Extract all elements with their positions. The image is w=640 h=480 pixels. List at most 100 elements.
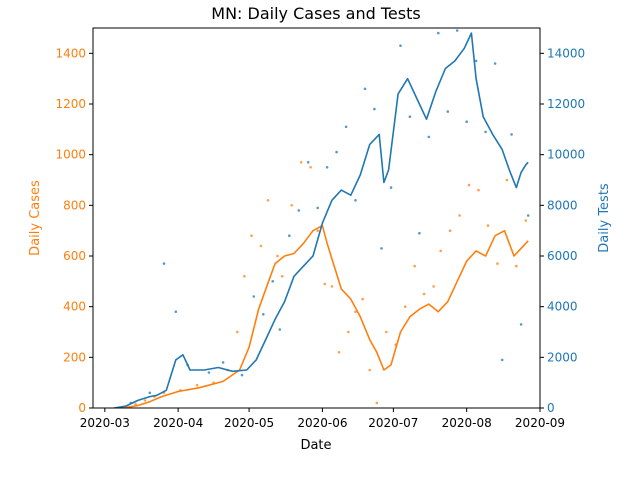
data-point-cases [524, 219, 528, 222]
y-left-tick-label: 600 [63, 249, 86, 263]
data-point-cases [448, 229, 452, 232]
data-point-tests [335, 150, 338, 154]
data-point-cases [368, 368, 372, 372]
data-point-cases [266, 199, 270, 202]
y-right-tick-label: 6000 [547, 249, 578, 263]
axes: 2020-03 2020-04 2020-05 2020-06 2020-07 2020-… [55, 46, 585, 430]
x-tick-label: 2020-05 [224, 416, 274, 430]
data-point-tests [408, 115, 412, 118]
data-point-cases [259, 244, 263, 248]
data-point-tests [278, 328, 282, 331]
data-point-tests [526, 214, 530, 217]
x-tick-label: 2020-03 [80, 416, 130, 430]
y-right-tick-label: 8000 [547, 198, 578, 212]
data-point-tests [288, 234, 291, 237]
y-right-tick-label: 10000 [547, 148, 585, 162]
data-point-tests [297, 209, 301, 212]
data-point-tests [316, 206, 320, 210]
data-point-tests [465, 120, 469, 123]
data-point-tests [493, 62, 497, 65]
data-point-tests [484, 130, 487, 134]
data-point-cases [299, 161, 303, 164]
data-point-cases [432, 285, 435, 288]
data-point-cases [375, 401, 379, 405]
data-point-tests [252, 295, 256, 298]
data-point-cases [515, 264, 518, 268]
data-point-tests [510, 133, 513, 136]
data-point-tests [373, 107, 376, 111]
data-point-cases [195, 383, 199, 387]
y-axis-left-label: Daily Cases [28, 180, 43, 256]
data-point-cases [243, 275, 246, 278]
data-point-cases [458, 214, 461, 217]
x-tick-label: 2020-09 [515, 416, 565, 430]
data-point-tests [427, 135, 431, 139]
series-line-tests [114, 32, 529, 408]
data-point-cases [505, 178, 509, 182]
data-point-cases [422, 292, 426, 296]
data-point-tests [148, 391, 152, 395]
y-axis-right-label: Daily Tests [597, 183, 612, 253]
data-point-tests [399, 44, 402, 47]
data-point-tests [380, 247, 383, 250]
data-point-cases [330, 285, 334, 288]
data-point-tests [271, 280, 275, 283]
y-right-tick-label: 12000 [547, 97, 585, 111]
data-point-tests [325, 166, 329, 169]
data-point-cases [385, 330, 388, 334]
x-tick-label: 2020-04 [153, 416, 203, 430]
data-point-cases [316, 229, 320, 232]
y-right-tick-label: 4000 [547, 300, 578, 314]
data-point-cases [276, 254, 279, 258]
data-point-tests [240, 373, 244, 377]
y-right-tick-label: 14000 [547, 46, 585, 60]
data-point-tests [418, 231, 421, 235]
data-point-cases [467, 183, 471, 187]
data-point-cases [477, 188, 480, 192]
data-point-cases [290, 204, 294, 207]
y-left-tick-label: 800 [63, 198, 86, 212]
data-point-cases [134, 402, 137, 406]
data-point-cases [143, 399, 147, 402]
data-point-cases [337, 351, 341, 354]
data-point-tests [354, 199, 357, 202]
y-right-tick-label: 2000 [547, 350, 578, 364]
y-left-tick-label: 200 [63, 350, 86, 364]
data-point-cases [496, 262, 499, 265]
data-point-cases [280, 275, 284, 278]
data-point-tests [162, 262, 166, 265]
data-point-tests [446, 110, 450, 113]
data-point-tests [344, 125, 348, 129]
data-point-tests [519, 323, 523, 326]
data-point-cases [354, 310, 357, 314]
data-point-tests [306, 161, 310, 164]
data-point-tests [221, 361, 225, 364]
data-point-cases [486, 224, 490, 227]
data-point-cases [413, 264, 417, 268]
data-point-tests [474, 59, 478, 63]
data-point-tests [389, 186, 393, 189]
y-left-tick-label: 1200 [55, 97, 86, 111]
data-point-cases [361, 297, 364, 301]
data-point-cases [347, 330, 350, 334]
data-point-tests [455, 29, 459, 32]
data-point-cases [439, 249, 443, 253]
data-point-cases [323, 282, 327, 286]
x-tick-label: 2020-07 [368, 416, 418, 430]
plot-frame [92, 27, 541, 409]
x-tick-label: 2020-06 [297, 416, 347, 430]
data-point-cases [309, 166, 312, 169]
data-point-cases [403, 305, 407, 309]
data-point-tests [437, 31, 440, 35]
y-right-tick-label: 0 [547, 401, 555, 415]
data-point-tests [363, 87, 367, 91]
series-line-cases [114, 224, 529, 408]
plot-area [114, 29, 530, 408]
data-point-tests [500, 358, 504, 362]
data-point-cases [236, 330, 239, 334]
y-left-tick-label: 0 [78, 401, 86, 415]
chart-title: MN: Daily Cases and Tests [211, 4, 420, 23]
data-point-tests [174, 310, 178, 314]
